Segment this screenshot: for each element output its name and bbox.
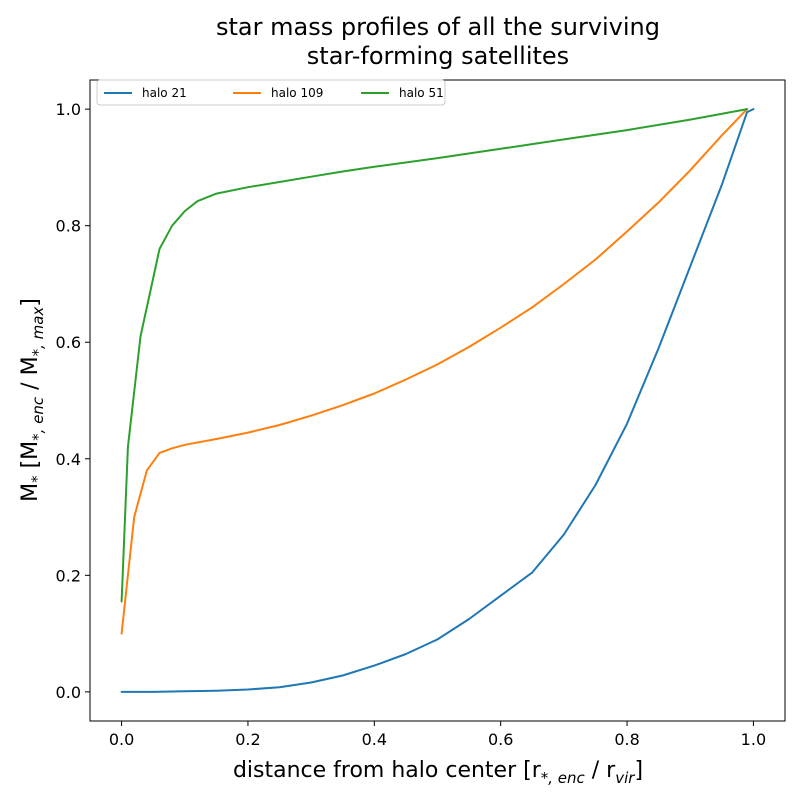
series-line-halo-21 bbox=[120, 108, 755, 693]
chart-title-line-2: star-forming satellites bbox=[307, 42, 569, 70]
legend-label: halo 109 bbox=[271, 86, 323, 100]
series-line-halo-51 bbox=[120, 108, 749, 603]
series-line-halo-109 bbox=[120, 108, 749, 635]
x-tick-label: 1.0 bbox=[741, 730, 766, 749]
y-axis-label: M* [M*, enc / M*, max] bbox=[18, 298, 47, 502]
legend: halo 21 halo 109 halo 51 bbox=[96, 79, 446, 106]
y-tick-label: 0.8 bbox=[56, 217, 81, 236]
x-tick-label: 0.8 bbox=[614, 730, 639, 749]
y-tick-label: 1.0 bbox=[56, 100, 81, 119]
x-tick-label: 0.2 bbox=[235, 730, 260, 749]
x-tick-label: 0.4 bbox=[362, 730, 387, 749]
y-tick-label: 0.4 bbox=[56, 450, 81, 469]
x-tick-label: 0.6 bbox=[488, 730, 513, 749]
legend-label: halo 21 bbox=[142, 86, 187, 100]
plot-area bbox=[120, 108, 755, 693]
y-tick-label: 0.2 bbox=[56, 566, 81, 585]
legend-label: halo 51 bbox=[399, 86, 444, 100]
legend-box bbox=[96, 79, 446, 106]
x-axis-ticks: 0.0 0.2 0.4 0.6 0.8 1.0 bbox=[109, 721, 766, 749]
y-tick-label: 0.0 bbox=[56, 683, 81, 702]
y-axis-ticks: 0.0 0.2 0.4 0.6 0.8 1.0 bbox=[56, 100, 90, 702]
chart-title-line-1: star mass profiles of all the surviving bbox=[216, 13, 660, 41]
x-axis-label: distance from halo center [r*, enc / rvi… bbox=[233, 758, 643, 787]
x-tick-label: 0.0 bbox=[109, 730, 134, 749]
y-tick-label: 0.6 bbox=[56, 333, 81, 352]
